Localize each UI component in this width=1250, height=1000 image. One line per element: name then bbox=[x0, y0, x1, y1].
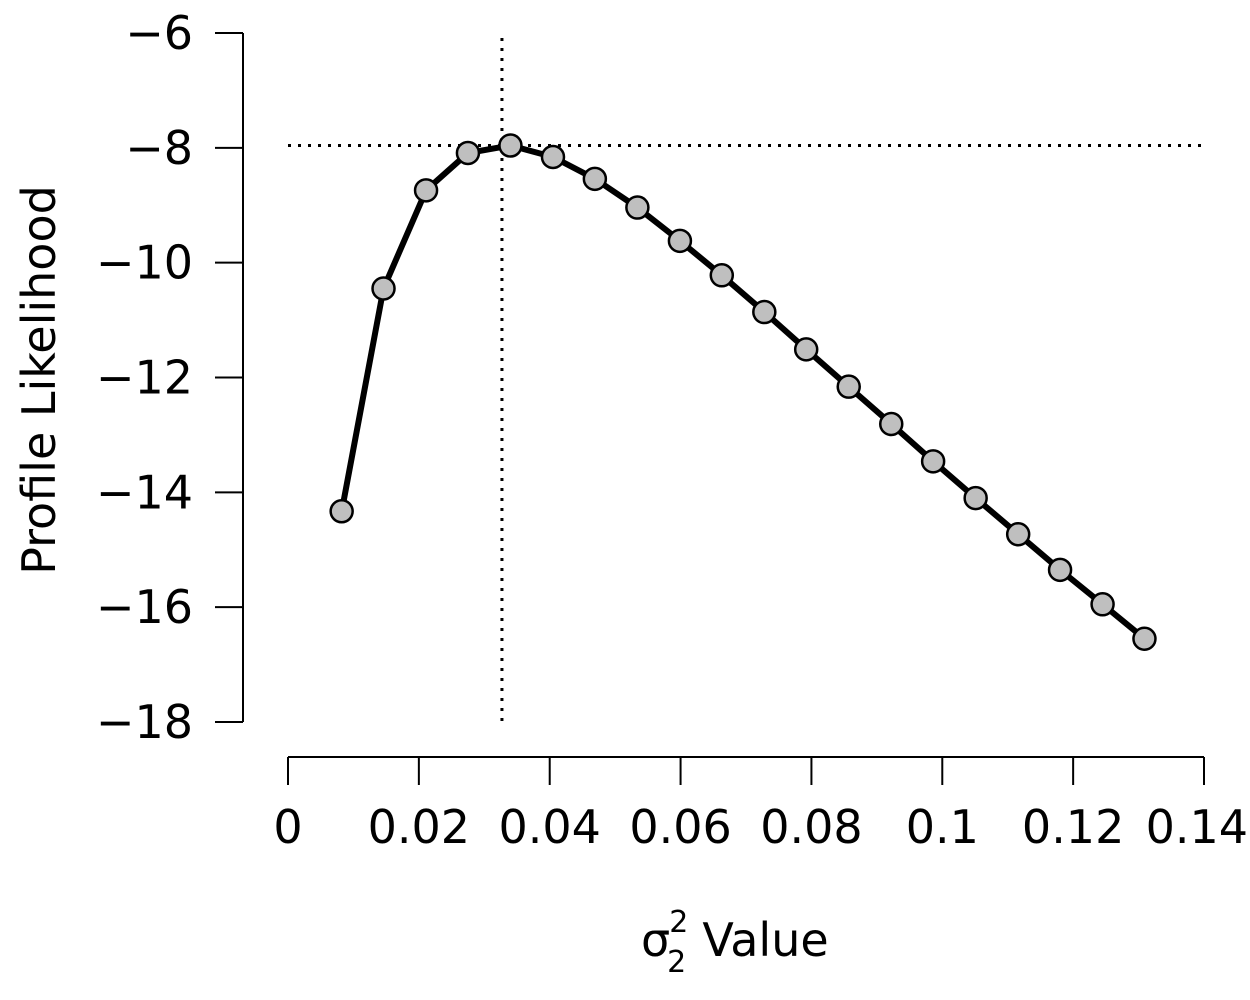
data-point bbox=[1047, 557, 1073, 583]
y-tick-label: −8 bbox=[125, 121, 193, 175]
data-point bbox=[329, 499, 354, 524]
data-point bbox=[836, 374, 861, 399]
data-point bbox=[1132, 626, 1157, 651]
data-point bbox=[963, 485, 988, 511]
data-point bbox=[1005, 521, 1031, 547]
y-tick-label: −6 bbox=[125, 6, 193, 60]
y-tick-label: −12 bbox=[96, 351, 193, 405]
x-tick-label: 0.02 bbox=[368, 800, 470, 854]
x-axis-title-text: Value bbox=[702, 913, 828, 967]
data-point bbox=[455, 140, 481, 166]
data-point bbox=[1090, 592, 1115, 617]
x-axis-title-subscript: 2 bbox=[667, 945, 686, 980]
data-point bbox=[540, 144, 566, 170]
x-tick-label: 0.1 bbox=[906, 800, 979, 854]
x-tick-label: 0.06 bbox=[629, 800, 731, 854]
series-line bbox=[338, 142, 1147, 642]
x-tick-label: 0.08 bbox=[760, 800, 862, 854]
x-tick-label: 0 bbox=[273, 800, 302, 854]
data-point bbox=[625, 195, 650, 220]
y-axis: −6 −8 −10 −12 −14 −16 −18 bbox=[96, 6, 244, 749]
x-tick-label: 0.04 bbox=[499, 800, 601, 854]
x-tick-label: 0.14 bbox=[1146, 800, 1248, 854]
y-tick-label: −16 bbox=[96, 580, 193, 634]
x-axis-title: σ2 2 Value bbox=[641, 905, 829, 980]
series-layer bbox=[329, 133, 1157, 651]
data-point bbox=[413, 178, 439, 203]
data-point bbox=[920, 449, 946, 474]
data-point bbox=[879, 411, 904, 437]
y-tick-label: −14 bbox=[96, 465, 193, 519]
data-point bbox=[582, 166, 608, 192]
data-point bbox=[752, 299, 777, 325]
x-axis-title-superscript: 2 bbox=[669, 905, 688, 940]
y-tick-label: −18 bbox=[96, 695, 193, 749]
data-point bbox=[667, 228, 693, 254]
y-tick-label: −10 bbox=[96, 236, 193, 290]
x-tick-label: 0.12 bbox=[1022, 800, 1124, 854]
data-point bbox=[793, 337, 819, 362]
data-point bbox=[498, 133, 523, 158]
data-point bbox=[371, 276, 396, 301]
x-axis: 0 0.02 0.04 0.06 0.08 0.1 0.12 0.14 bbox=[273, 756, 1248, 854]
x-axis-title-symbol: σ bbox=[641, 913, 670, 967]
reference-lines bbox=[288, 38, 1202, 722]
y-axis-title: Profile Likelihood bbox=[12, 185, 66, 575]
data-point bbox=[709, 263, 735, 288]
